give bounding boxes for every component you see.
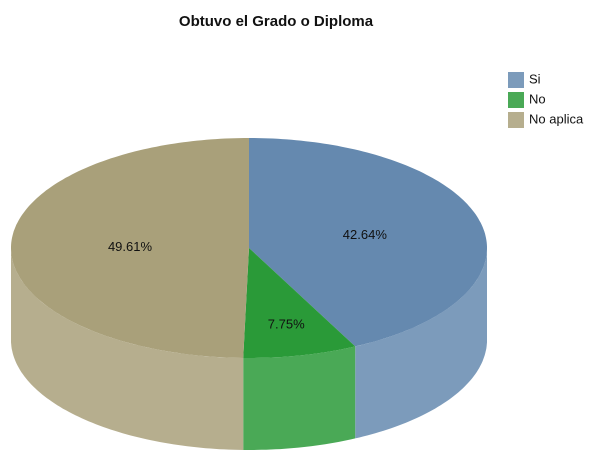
legend-swatch bbox=[508, 72, 524, 88]
pie-side bbox=[11, 248, 244, 450]
legend-label: No aplica bbox=[529, 111, 584, 126]
legend-swatch bbox=[508, 112, 524, 128]
pie-slice bbox=[249, 138, 487, 347]
pie-slice bbox=[243, 248, 356, 358]
chart-title: Obtuvo el Grado o Diploma bbox=[179, 13, 374, 30]
legend-label: Si bbox=[529, 71, 541, 86]
data-label: 49.61% bbox=[108, 239, 153, 254]
pie-side bbox=[355, 248, 487, 439]
legend-label: No bbox=[529, 91, 546, 106]
data-label: 42.64% bbox=[343, 227, 388, 242]
pie-slice bbox=[11, 138, 249, 358]
data-label: 7.75% bbox=[268, 317, 305, 332]
pie-side bbox=[243, 346, 356, 450]
legend-swatch bbox=[508, 92, 524, 108]
